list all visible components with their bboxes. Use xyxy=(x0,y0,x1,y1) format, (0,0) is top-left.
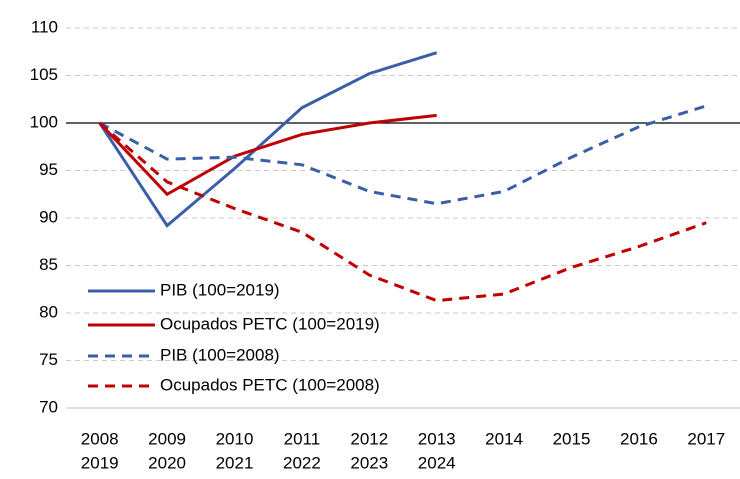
legend-label: PIB (100=2008) xyxy=(160,345,280,364)
y-tick-label: 75 xyxy=(39,350,58,369)
y-tick-label: 85 xyxy=(39,255,58,274)
series-line xyxy=(98,121,707,303)
x-tick-label: 2010 xyxy=(216,429,254,448)
series-line xyxy=(98,104,707,206)
legend-label: Ocupados PETC (100=2019) xyxy=(160,314,380,333)
x-tick-label: 2009 xyxy=(148,429,186,448)
y-tick-label: 110 xyxy=(31,17,58,36)
x-tick-label: 2012 xyxy=(350,429,388,448)
x-tick-label: 2011 xyxy=(284,429,321,448)
y-tick-label: 90 xyxy=(39,207,58,226)
x-tick-label: 2016 xyxy=(620,429,658,448)
y-tick-label: 80 xyxy=(39,302,58,321)
series-line xyxy=(98,51,438,228)
x-tick-label-secondary: 2021 xyxy=(216,453,254,472)
x-tick-label: 2014 xyxy=(485,429,523,448)
x-tick-label-secondary: 2022 xyxy=(283,453,321,472)
legend-label: Ocupados PETC (100=2008) xyxy=(160,375,380,394)
legend-label: PIB (100=2019) xyxy=(160,280,280,299)
y-tick-label: 100 xyxy=(30,112,58,131)
y-tick-label: 95 xyxy=(39,160,58,179)
x-tick-label-secondary: 2024 xyxy=(418,453,456,472)
series-line xyxy=(98,113,437,197)
y-tick-label: 105 xyxy=(30,65,58,84)
x-tick-label-secondary: 2019 xyxy=(81,453,119,472)
x-tick-label: 2008 xyxy=(81,429,119,448)
x-tick-label-secondary: 2020 xyxy=(148,453,186,472)
y-tick-label: 70 xyxy=(39,397,58,416)
x-tick-label: 2013 xyxy=(418,429,456,448)
x-tick-label: 2017 xyxy=(687,429,725,448)
x-tick-label-secondary: 2023 xyxy=(350,453,388,472)
x-tick-label: 2015 xyxy=(553,429,591,448)
